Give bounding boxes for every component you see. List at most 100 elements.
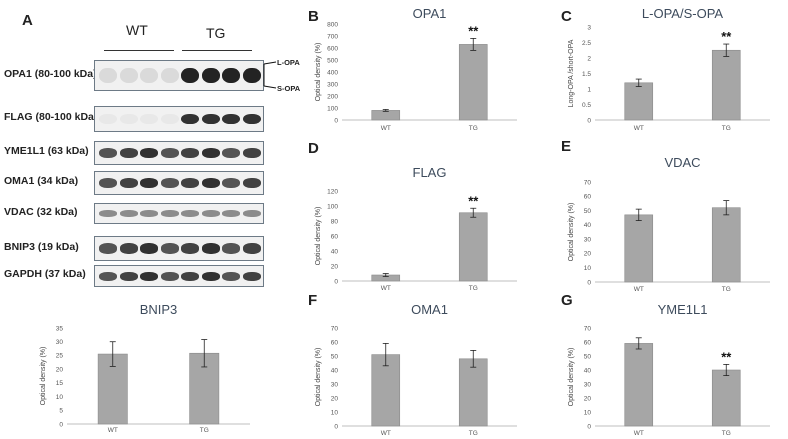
y-tick-label: 50 <box>584 208 592 215</box>
blot-band <box>119 178 138 188</box>
blot-band <box>99 113 117 125</box>
blot-band <box>201 148 220 158</box>
yme1l1-chart: YME1L1 Optical density (%) 0 10 20 30 40 50 60 70… <box>568 302 770 437</box>
blot-band <box>181 271 199 281</box>
bar-tg <box>711 49 741 121</box>
x-category-label: TG <box>469 125 478 132</box>
blot-band <box>160 210 179 217</box>
blot-band <box>119 67 138 84</box>
y-axis-label: Optical density (%) <box>568 348 575 407</box>
x-category-label: WT <box>634 286 644 293</box>
group-line-wt <box>104 50 174 51</box>
blot-image <box>94 265 264 287</box>
group-label-wt: WT <box>126 22 148 38</box>
y-tick-label: 30 <box>584 236 592 243</box>
x-category-label: WT <box>381 125 391 132</box>
blot-band <box>160 148 179 158</box>
y-tick-label: 15 <box>56 380 64 387</box>
y-axis-label: Optical density (%) <box>315 348 322 407</box>
bar-wt <box>371 110 401 121</box>
group-line-tg <box>182 50 252 51</box>
blot-band <box>140 210 158 217</box>
y-tick-label: 50 <box>331 353 339 360</box>
blot-band <box>181 113 199 125</box>
x-category-label: WT <box>634 125 644 132</box>
blot-band <box>242 210 261 217</box>
blot-band <box>119 210 138 217</box>
y-axis-label: Optical density (%) <box>315 207 322 266</box>
panel-letter-b: B <box>308 8 319 25</box>
flag-chart: FLAG Optical density (%) 0 20 40 60 80 100 120 WT… <box>315 165 517 292</box>
blot-band <box>181 178 199 188</box>
blot-band <box>140 113 158 125</box>
y-tick-label: 30 <box>56 339 64 346</box>
y-axis-label: Optical density (%) <box>315 43 322 102</box>
blot-band <box>160 67 179 84</box>
blot-band <box>140 243 158 254</box>
bar-wt <box>624 82 654 121</box>
y-tick-label: 2 <box>587 55 591 62</box>
panel-letter-a: A <box>22 12 33 29</box>
y-axis-label: Optical density (%) <box>568 203 575 262</box>
y-tick-label: 700 <box>327 33 338 40</box>
y-tick-label: 2.5 <box>582 40 591 47</box>
y-tick-label: 20 <box>584 251 592 258</box>
blot-image <box>94 171 264 195</box>
blot-band <box>181 243 199 254</box>
y-tick-label: 40 <box>331 367 339 374</box>
chart-title: BNIP3 <box>140 302 178 317</box>
blot-band <box>99 148 117 158</box>
y-tick-label: 0 <box>587 423 591 430</box>
y-tick-label: 60 <box>331 233 339 240</box>
blot-band <box>99 210 117 217</box>
blot-label: OMA1 (34 kDa) <box>4 175 79 187</box>
blot-band <box>242 243 261 254</box>
blot-image <box>94 203 264 224</box>
panel-letter-e: E <box>561 138 572 155</box>
blot-band <box>242 148 261 158</box>
blot-band <box>119 271 138 281</box>
x-category-label: TG <box>722 286 731 293</box>
panel-letter-g: G <box>561 292 573 309</box>
group-label-tg: TG <box>206 25 226 41</box>
y-tick-label: 25 <box>56 353 64 360</box>
y-tick-label: 20 <box>331 395 339 402</box>
significance-marker: ** <box>721 349 732 364</box>
blot-band <box>181 67 199 84</box>
y-tick-label: 40 <box>584 367 592 374</box>
x-category-label: TG <box>469 285 478 292</box>
blot-band <box>140 271 158 281</box>
y-tick-label: 600 <box>327 45 338 52</box>
y-tick-label: 0 <box>587 117 591 124</box>
y-tick-label: 10 <box>584 265 592 272</box>
y-tick-label: 30 <box>331 381 339 388</box>
significance-marker: ** <box>468 23 479 38</box>
y-tick-label: 0 <box>334 117 338 124</box>
blot-band <box>160 178 179 188</box>
s-opa-marker: S-OPA <box>277 84 301 93</box>
blot-band <box>160 243 179 254</box>
chart-title: L-OPA/S-OPA <box>642 6 723 21</box>
panel-letter-f: F <box>308 292 318 309</box>
y-tick-label: 10 <box>56 394 64 401</box>
y-tick-label: 40 <box>584 222 592 229</box>
blot-band <box>201 243 220 254</box>
y-tick-label: 70 <box>331 325 339 332</box>
y-tick-label: 80 <box>331 218 339 225</box>
blot-band <box>222 148 240 158</box>
y-tick-label: 0 <box>334 278 338 285</box>
x-category-label: WT <box>381 285 391 292</box>
bar-wt <box>624 343 654 427</box>
blot-label: GAPDH (37 kDa) <box>4 268 86 280</box>
blot-image <box>94 60 264 91</box>
blot-band <box>242 178 261 188</box>
y-tick-label: 30 <box>584 381 592 388</box>
blot-band <box>222 178 240 188</box>
y-tick-label: 10 <box>584 409 592 416</box>
y-tick-label: 70 <box>584 179 592 186</box>
x-category-label: WT <box>634 430 644 437</box>
blot-band <box>99 67 117 84</box>
y-tick-label: 200 <box>327 93 338 100</box>
blot-label: FLAG (80-100 kDa) <box>4 111 98 123</box>
blot-band <box>99 178 117 188</box>
